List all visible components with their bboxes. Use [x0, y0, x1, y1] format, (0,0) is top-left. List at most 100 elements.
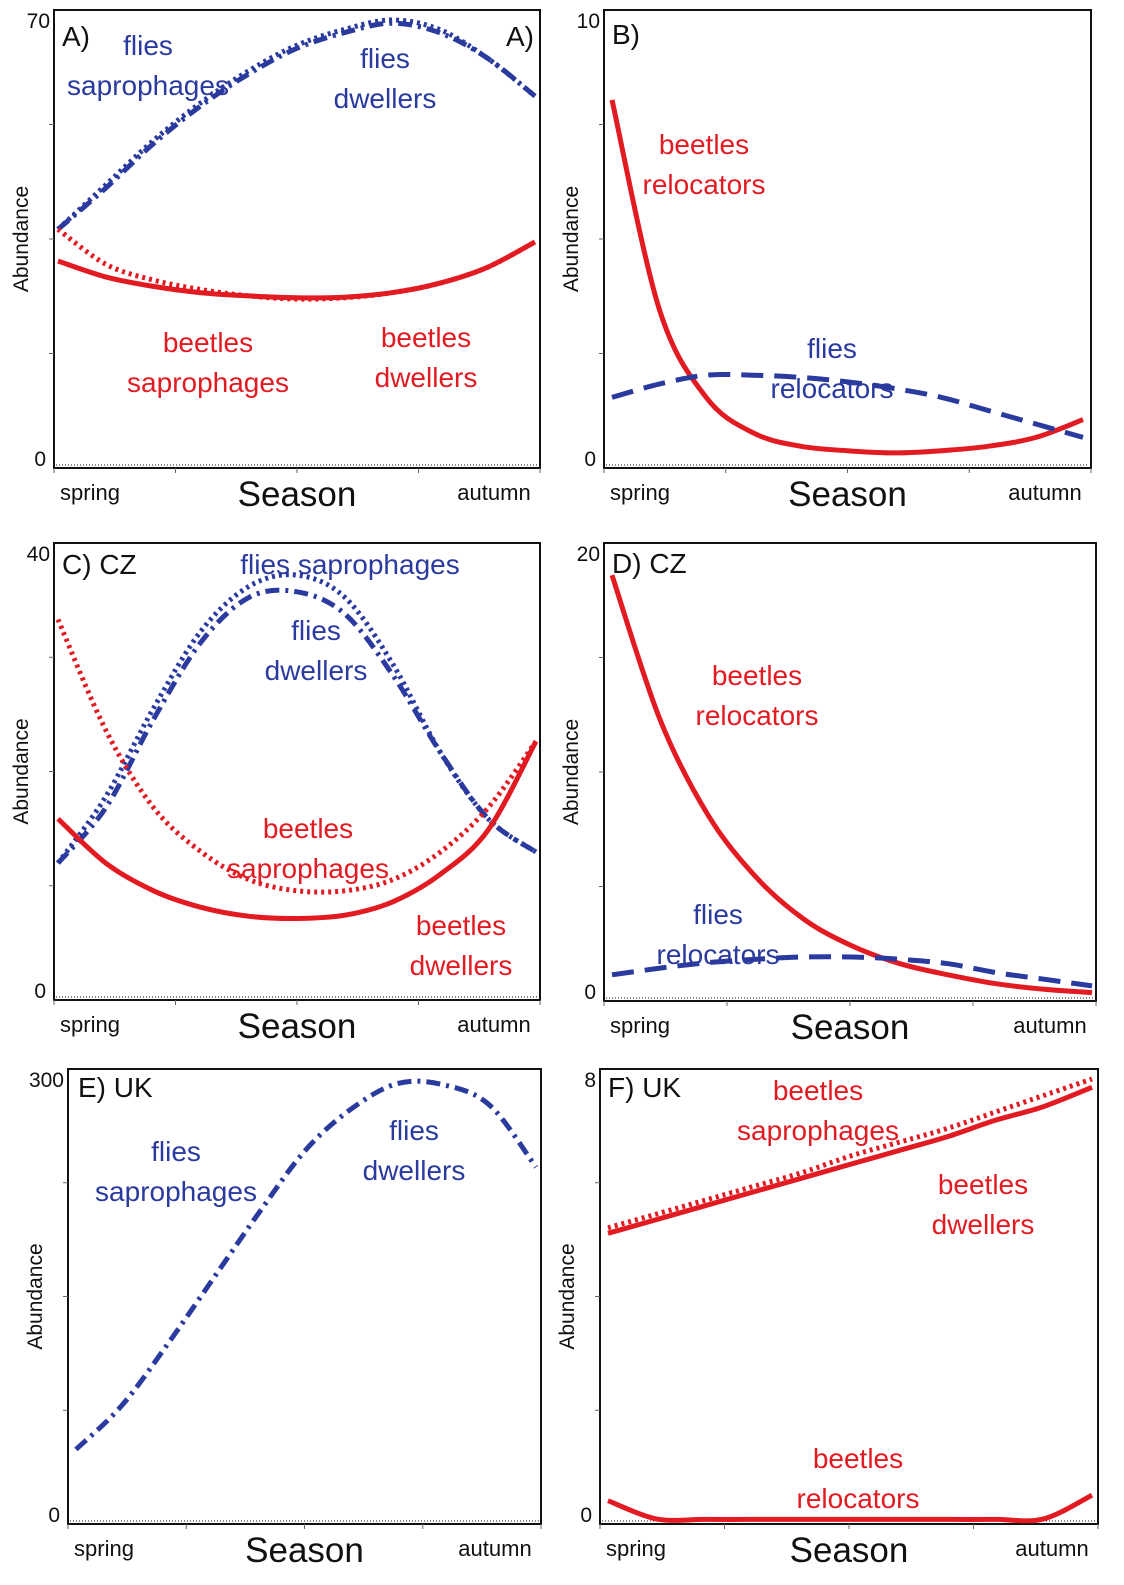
y-tick-label-max: 70: [27, 10, 50, 33]
series-annotation: beetles: [659, 129, 749, 160]
series-flies-dwellers-line: [56, 20, 537, 232]
series-annotation: saprophages: [127, 367, 289, 398]
series-beetles-relocators-line: [607, 1492, 1094, 1524]
y-tick-label-max: 40: [27, 543, 50, 566]
series-annotation: flies: [807, 333, 857, 364]
x-axis-label: Season: [791, 1008, 910, 1047]
series-annotation: dwellers: [334, 83, 437, 114]
series-annotation: saprophages: [67, 70, 229, 101]
series-annotation: dwellers: [363, 1155, 466, 1186]
panel-4: 0 300 Abundance spring autumn Season E) UK flie…: [24, 1068, 542, 1570]
series-annotation: flies: [389, 1115, 439, 1146]
y-axis-label: Abundance: [556, 1243, 579, 1349]
x-tick-label-autumn: autumn: [457, 1012, 530, 1037]
series-annotation: flies: [151, 1136, 201, 1167]
panel-1: 0 10 Abundance spring autumn Season B) beetles r…: [560, 9, 1092, 514]
y-tick-label-max: 20: [577, 543, 600, 566]
series-annotation: dwellers: [410, 950, 513, 981]
series-beetles-relocators-line: [609, 99, 1084, 456]
series-annotation: beetles: [263, 813, 353, 844]
series-beetles-saprophages-line: [56, 227, 537, 302]
series-annotation: relocators: [657, 939, 780, 970]
series-annotation: beetles: [416, 910, 506, 941]
series-beetles-dwellers-line: [56, 740, 539, 922]
panel-0: 0 70 Abundance spring autumn Season A) A) flies s…: [10, 9, 541, 514]
x-tick-label-spring: spring: [60, 480, 120, 505]
series-annotation: relocators: [696, 700, 819, 731]
x-tick-label-spring: spring: [610, 1013, 670, 1038]
series-annotation: beetles: [163, 327, 253, 358]
panel-label: B): [612, 19, 640, 50]
x-tick-label-autumn: autumn: [1015, 1536, 1088, 1561]
x-tick-label-spring: spring: [60, 1012, 120, 1037]
series-annotation: saprophages: [227, 853, 389, 884]
series-flies-saprophages-line: [56, 17, 537, 232]
series-annotation: beetles: [712, 660, 802, 691]
x-tick-label-spring: spring: [74, 1536, 134, 1561]
series-annotation: relocators: [797, 1483, 920, 1514]
x-tick-label-spring: spring: [606, 1536, 666, 1561]
series-annotation: beetles: [381, 322, 471, 353]
panel-label: D) CZ: [612, 548, 687, 579]
x-tick-label-autumn: autumn: [1008, 480, 1081, 505]
series-flies-dwellers-line: [56, 587, 538, 865]
series-annotation: beetles: [773, 1075, 863, 1106]
series-beetles-saprophages-line: [55, 618, 539, 895]
series-annotation: flies saprophages: [240, 549, 459, 580]
panel-label: F) UK: [608, 1072, 681, 1103]
y-tick-label-max: 300: [29, 1069, 64, 1092]
y-tick-label-min: 0: [34, 980, 46, 1003]
series-annotation: flies: [291, 615, 341, 646]
series-annotation: flies: [693, 899, 743, 930]
series-beetles-relocators-line: [609, 574, 1093, 996]
panel-label: A): [62, 21, 90, 52]
y-tick-label-min: 0: [584, 981, 596, 1004]
x-axis-label: Season: [790, 1531, 909, 1570]
x-axis-label: Season: [245, 1531, 364, 1570]
y-axis-label: Abundance: [10, 718, 33, 824]
series-annotation: dwellers: [265, 655, 368, 686]
x-tick-label-autumn: autumn: [1013, 1013, 1086, 1038]
series-annotation: dwellers: [375, 362, 478, 393]
y-tick-label-min: 0: [34, 448, 46, 471]
series-annotation: beetles: [813, 1443, 903, 1474]
series-annotation: relocators: [771, 373, 894, 404]
plot-frame: [67, 1068, 542, 1525]
y-tick-label-min: 0: [580, 1504, 592, 1527]
series-beetles-dwellers-line: [57, 239, 537, 301]
panel-5: 0 8 Abundance spring autumn Season F) UK beetle…: [556, 1068, 1099, 1570]
y-tick-label-max: 8: [584, 1069, 596, 1092]
panel-label: E) UK: [78, 1072, 153, 1103]
y-axis-label: Abundance: [560, 186, 583, 292]
panel-label: C) CZ: [62, 549, 137, 580]
x-axis-label: Season: [238, 475, 357, 514]
series-annotation: saprophages: [95, 1176, 257, 1207]
y-tick-label-min: 0: [584, 448, 596, 471]
series-annotation: beetles: [938, 1169, 1028, 1200]
x-axis-label: Season: [238, 1007, 357, 1046]
series-flies-relocators-line: [611, 371, 1084, 440]
series-beetles-dwellers-line: [607, 1084, 1093, 1236]
x-tick-label-autumn: autumn: [458, 1536, 531, 1561]
series-flies-dwellers-saprophages-line: [74, 1078, 539, 1452]
y-axis-label: Abundance: [10, 186, 33, 292]
y-axis-label: Abundance: [24, 1243, 47, 1349]
series-annotation: saprophages: [737, 1115, 899, 1146]
y-axis-label: Abundance: [560, 719, 583, 825]
plot-frame: [603, 542, 1097, 1002]
panel-3: 0 20 Abundance spring autumn Season D) CZ beetl…: [560, 542, 1097, 1047]
x-tick-label-spring: spring: [610, 480, 670, 505]
x-axis-label: Season: [788, 475, 907, 514]
series-annotation: relocators: [643, 169, 766, 200]
series-annotation: dwellers: [932, 1209, 1035, 1240]
series-annotation: flies: [123, 30, 173, 61]
x-tick-label-autumn: autumn: [457, 480, 530, 505]
y-tick-label-max: 10: [577, 10, 600, 33]
series-beetles-saprophages-line: [607, 1076, 1093, 1231]
panel-2: 0 40 Abundance spring autumn Season C) CZ flies…: [10, 542, 541, 1046]
y-tick-label-min: 0: [48, 1504, 60, 1527]
series-flies-relocators-line: [611, 954, 1093, 989]
panel-corner-label: A): [506, 21, 534, 52]
series-annotation: flies: [360, 43, 410, 74]
